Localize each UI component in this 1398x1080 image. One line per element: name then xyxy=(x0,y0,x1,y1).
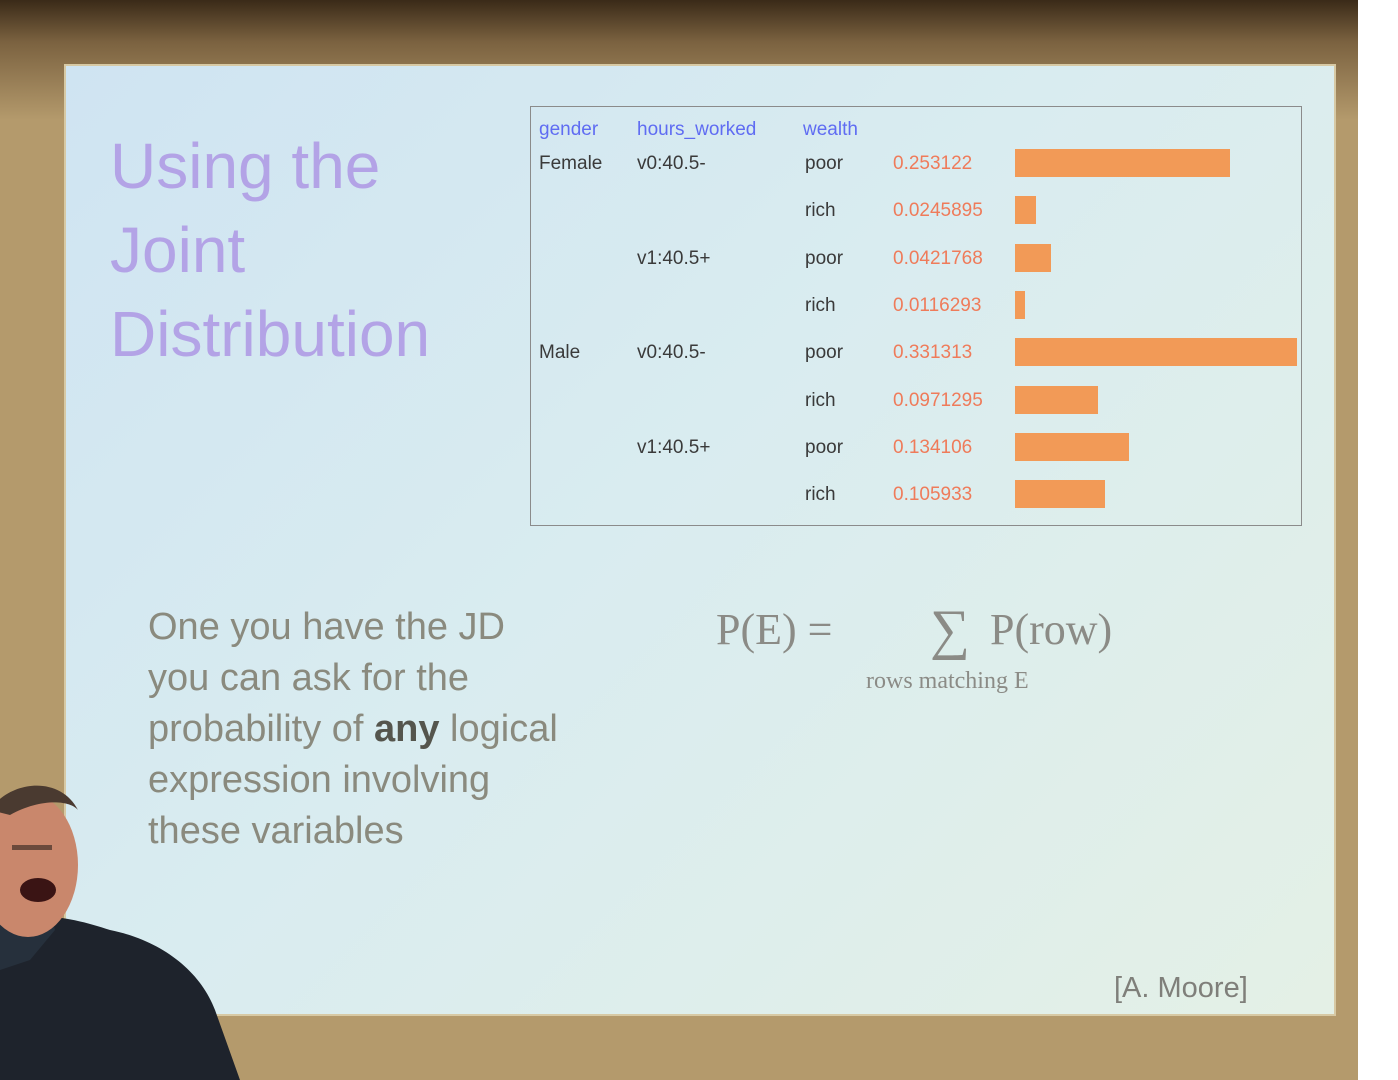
wealth-cell: poor xyxy=(805,247,844,269)
frame-edge xyxy=(1358,0,1398,1080)
probability-value: 0.331313 xyxy=(893,342,973,364)
wealth-cell: poor xyxy=(805,436,844,458)
title-line: Joint xyxy=(110,214,246,286)
probability-value: 0.0421768 xyxy=(893,247,983,269)
probability-bar xyxy=(1015,432,1130,461)
probability-bar xyxy=(1015,385,1098,414)
title-line: Using the xyxy=(110,130,381,202)
wealth-cell: poor xyxy=(805,342,844,364)
probability-formula: P(E) = ∑ P(row) rows matching E xyxy=(716,596,1146,706)
wealth-cell: rich xyxy=(805,294,836,316)
probability-value: 0.105933 xyxy=(893,484,973,506)
column-header-wealth: wealth xyxy=(803,119,858,140)
probability-bar xyxy=(1015,338,1297,367)
wealth-cell: rich xyxy=(805,484,836,506)
probability-value: 0.0245895 xyxy=(893,200,983,222)
probability-bar xyxy=(1015,243,1051,272)
hours-worked-cell: v0:40.5- xyxy=(637,153,706,174)
emphasis-any: any xyxy=(374,708,440,750)
body-line: you can ask for the xyxy=(148,657,470,699)
probability-bar xyxy=(1015,196,1036,225)
body-line: One you have the JD xyxy=(148,606,505,648)
hours-worked-cell: v1:40.5+ xyxy=(637,436,711,458)
title-line: Distribution xyxy=(110,298,431,370)
formula-subscript: rows matching E xyxy=(866,668,1029,694)
probability-value: 0.0116293 xyxy=(893,294,982,316)
body-text-segment: probability of xyxy=(148,708,375,750)
body-line: expression involving xyxy=(148,759,491,801)
gender-cell: Male xyxy=(539,342,581,364)
body-line: these variables xyxy=(148,810,404,852)
column-header-hours-worked: hours_worked xyxy=(637,119,757,140)
body-text-segment: logical xyxy=(439,708,558,750)
wealth-cell: rich xyxy=(805,389,836,411)
probability-bar xyxy=(1015,480,1106,509)
presenter-image xyxy=(0,785,240,1080)
wealth-cell: poor xyxy=(805,153,844,174)
body-line: probability of any logical xyxy=(148,704,648,755)
wealth-cell: rich xyxy=(805,200,836,222)
formula-rhs: P(row) xyxy=(990,605,1113,654)
column-header-gender: gender xyxy=(539,119,599,140)
joint-distribution-table: gender hours_worked wealth Female v0:40.5… xyxy=(530,106,1302,526)
probability-value: 0.134106 xyxy=(893,436,973,458)
probability-value: 0.253122 xyxy=(893,153,973,174)
formula-lhs: P(E) = xyxy=(716,605,833,654)
probability-bar xyxy=(1015,290,1025,319)
slide-credit: [A. Moore] xyxy=(1114,972,1248,1004)
hours-worked-cell: v0:40.5- xyxy=(637,342,706,364)
probability-value: 0.0971295 xyxy=(893,389,983,411)
hours-worked-cell: v1:40.5+ xyxy=(637,247,711,269)
probability-bar xyxy=(1015,149,1231,177)
body-text: One you have the JD you can ask for the … xyxy=(148,602,648,857)
projected-slide: Using the Joint Distribution gender hour… xyxy=(66,66,1334,1014)
summation-symbol: ∑ xyxy=(930,599,970,661)
gender-cell: Female xyxy=(539,153,603,174)
slide-title: Using the Joint Distribution xyxy=(110,124,430,376)
